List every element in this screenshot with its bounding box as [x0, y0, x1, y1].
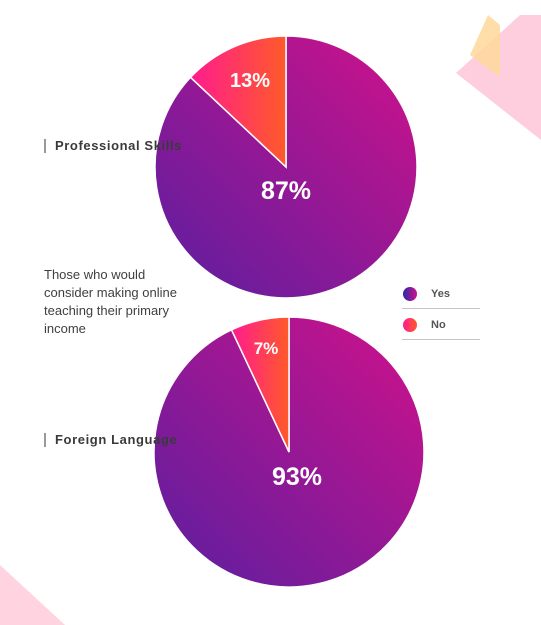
legend: Yes No	[402, 280, 480, 340]
chart-title-professional-skills: Professional Skills	[44, 139, 182, 153]
pie-label-no: 7%	[254, 339, 279, 358]
decor-triangle-bottom-left	[0, 565, 65, 625]
pie-slice-no	[189, 35, 287, 169]
pie-label-yes: 93%	[272, 463, 322, 491]
pie-slice-no	[230, 316, 290, 453]
legend-item-no: No	[402, 311, 480, 340]
pie-label-no: 13%	[230, 70, 270, 92]
chart-caption: Those who would consider making online t…	[44, 267, 177, 336]
pie-label-yes: 87%	[261, 177, 311, 205]
legend-dot-no-icon	[403, 318, 417, 332]
pie-foreign-language: 93% 7%	[153, 316, 425, 588]
chart-title-foreign-language: Foreign Language	[44, 433, 177, 447]
legend-item-yes: Yes	[402, 280, 480, 309]
legend-label-yes: Yes	[431, 288, 450, 300]
pie-professional-skills: 87% 13%	[154, 35, 418, 299]
legend-label-no: No	[431, 319, 446, 331]
legend-dot-yes-icon	[403, 287, 417, 301]
decor-triangles-top-right	[456, 15, 541, 140]
